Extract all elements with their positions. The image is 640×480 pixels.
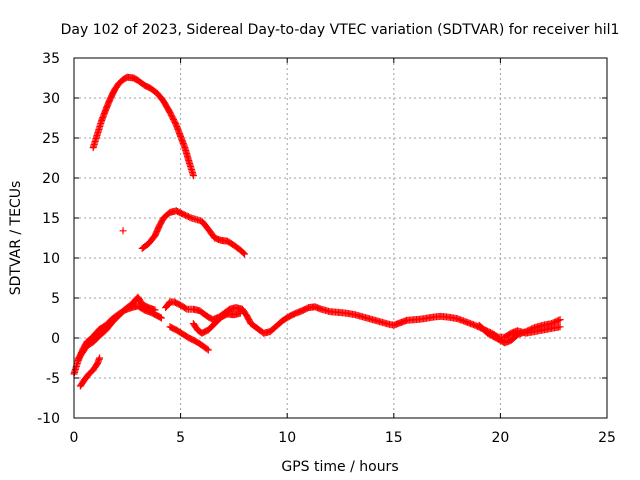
data-point — [186, 213, 194, 221]
y-tick-label: 15 — [42, 211, 60, 227]
x-tick-label: 25 — [598, 430, 616, 446]
x-axis-label: GPS time / hours — [281, 459, 398, 475]
data-point — [241, 250, 249, 258]
x-tick-label: 0 — [70, 430, 79, 446]
y-tick-label: 35 — [42, 51, 60, 67]
x-tick-label: 10 — [278, 430, 296, 446]
axis-ticks: 0 5 10 15 20 25 -10 -5 0 5 10 15 20 25 30 35 — [37, 51, 616, 446]
y-tick-label: 20 — [42, 171, 60, 187]
chart-title: Day 102 of 2023, Sidereal Day-to-day VTE… — [61, 22, 620, 38]
grid-lines — [74, 58, 607, 418]
data-point — [555, 316, 563, 324]
x-tick-label: 5 — [176, 430, 185, 446]
series-lower-track-a — [76, 354, 104, 390]
data-point — [556, 323, 564, 331]
y-axis-label: SDTVAR / TECUs — [8, 181, 24, 296]
y-tick-label: 10 — [42, 251, 60, 267]
series-descending-branch — [166, 323, 212, 354]
data-point — [157, 314, 165, 322]
y-tick-label: -5 — [46, 371, 60, 387]
series-main-continuous — [162, 298, 564, 341]
series-middle-arc — [138, 207, 249, 258]
y-tick-label: 0 — [51, 331, 60, 347]
series-late-lower-band — [475, 316, 564, 347]
y-tick-label: 25 — [42, 131, 60, 147]
data-point — [96, 354, 104, 362]
series-isolated-point — [119, 227, 127, 235]
data-point — [239, 249, 247, 257]
y-tick-label: 5 — [51, 291, 60, 307]
series-lower-track-c — [74, 293, 159, 363]
data-point — [119, 227, 127, 235]
plot-frame — [73, 57, 608, 419]
data-point — [204, 346, 212, 354]
data-point — [151, 306, 159, 314]
data-points — [70, 73, 564, 390]
data-point — [189, 172, 197, 180]
x-tick-label: 15 — [385, 430, 403, 446]
y-tick-label: -10 — [37, 411, 60, 427]
y-tick-label: 30 — [42, 91, 60, 107]
x-tick-label: 20 — [491, 430, 509, 446]
series-upper-arc — [89, 73, 197, 180]
data-point — [203, 345, 211, 353]
data-point — [556, 316, 564, 324]
